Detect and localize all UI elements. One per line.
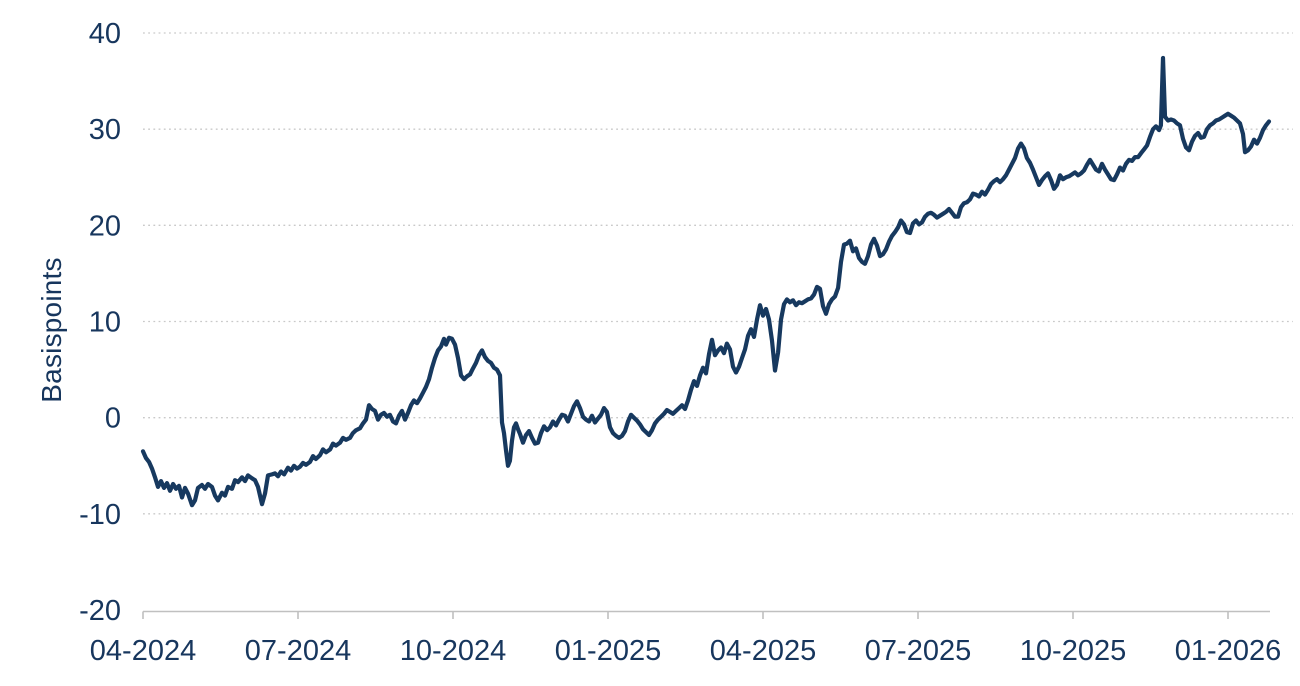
x-tick-label-07-2025: 07-2025 <box>865 635 971 667</box>
series-group <box>140 55 1272 508</box>
x-tick-label-01-2026: 01-2026 <box>1175 635 1281 667</box>
x-tick-label-10-2025: 10-2025 <box>1020 635 1126 667</box>
x-axis-line <box>142 610 1270 619</box>
x-tick-label-07-2024: 07-2024 <box>245 635 351 667</box>
x-tick-labels: 04-2024 07-2024 10-2024 01-2025 04-2025 07-20… <box>90 635 1281 667</box>
y-tick-label-30: 30 <box>89 114 121 146</box>
y-tick-label-40: 40 <box>89 18 121 50</box>
y-tick-label-10: 10 <box>89 307 121 339</box>
x-tick-label-04-2025: 04-2025 <box>710 635 816 667</box>
y-tick-labels: 40 30 20 10 0 -10 -20 <box>79 18 121 627</box>
x-tick-label-01-2025: 01-2025 <box>555 635 661 667</box>
x-tick-label-04-2024: 04-2024 <box>90 635 196 667</box>
y-axis-title: Basispoints <box>36 257 67 403</box>
y-tick-label-0: 0 <box>105 403 121 435</box>
x-tick-label-10-2024: 10-2024 <box>400 635 506 667</box>
series-line-Basispoints <box>140 55 1272 508</box>
gridlines <box>143 32 1293 515</box>
y-tick-label-20: 20 <box>89 210 121 242</box>
y-tick-label--10: -10 <box>79 499 121 531</box>
y-tick-label--20: -20 <box>79 595 121 627</box>
